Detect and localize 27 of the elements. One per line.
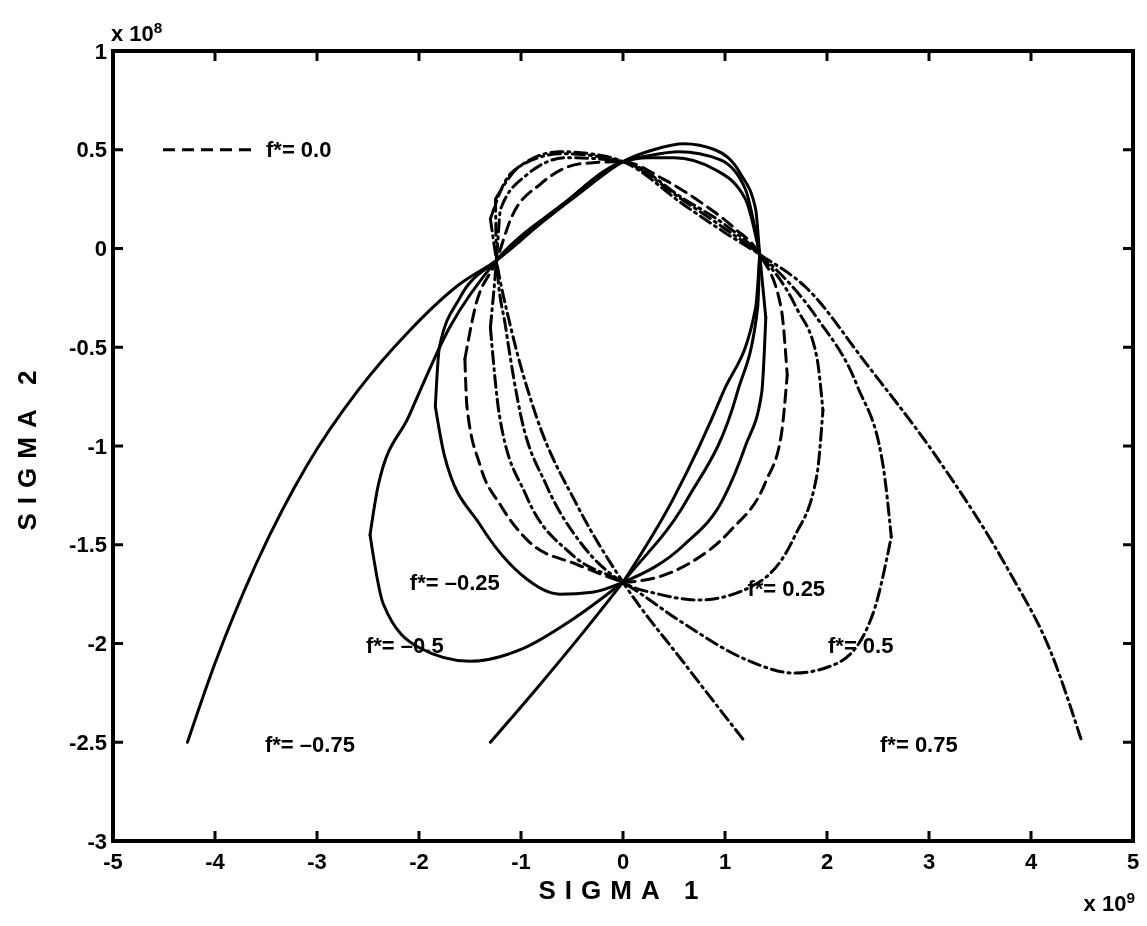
y-tick-label: -1 bbox=[87, 433, 107, 459]
x-tick-label: 1 bbox=[718, 849, 732, 874]
x-axis-title: SIGMA 1 bbox=[538, 875, 708, 905]
y-tick-label: -0.5 bbox=[69, 334, 107, 360]
annotation: f*= 0.5 bbox=[828, 632, 894, 658]
annotation: f*= 0.75 bbox=[880, 732, 958, 758]
x-tick-label: 5 bbox=[1126, 849, 1140, 874]
x-tick-label: 3 bbox=[922, 849, 936, 874]
x-tick-label: 0 bbox=[616, 849, 630, 874]
text: x 10$^{8}$ bbox=[111, 18, 163, 46]
legend-label: f*= 0.0 bbox=[266, 137, 332, 163]
y-tick-label: 0 bbox=[94, 236, 107, 262]
x-tick-label: 2 bbox=[820, 849, 834, 874]
x-tick-label: -2 bbox=[409, 849, 429, 874]
x-tick-label: 4 bbox=[1024, 849, 1038, 874]
x-tick-label: -3 bbox=[307, 849, 327, 874]
y-tick-label: -2.5 bbox=[69, 729, 107, 755]
y-tick-label: -1.5 bbox=[69, 532, 107, 558]
x-tick-label: -1 bbox=[511, 849, 531, 874]
annotation: f*= –0.75 bbox=[264, 732, 355, 758]
x-tick-label: -4 bbox=[205, 849, 226, 874]
y-tick-label: 0.5 bbox=[76, 137, 107, 163]
y-axis-title: SIGMA 2 bbox=[12, 361, 42, 531]
text: x 10$^{9}$ bbox=[1083, 888, 1135, 916]
annotation: f*= –0.25 bbox=[409, 570, 500, 596]
y-tick-label: -2 bbox=[87, 631, 107, 657]
y-tick-label: 1 bbox=[94, 38, 107, 64]
